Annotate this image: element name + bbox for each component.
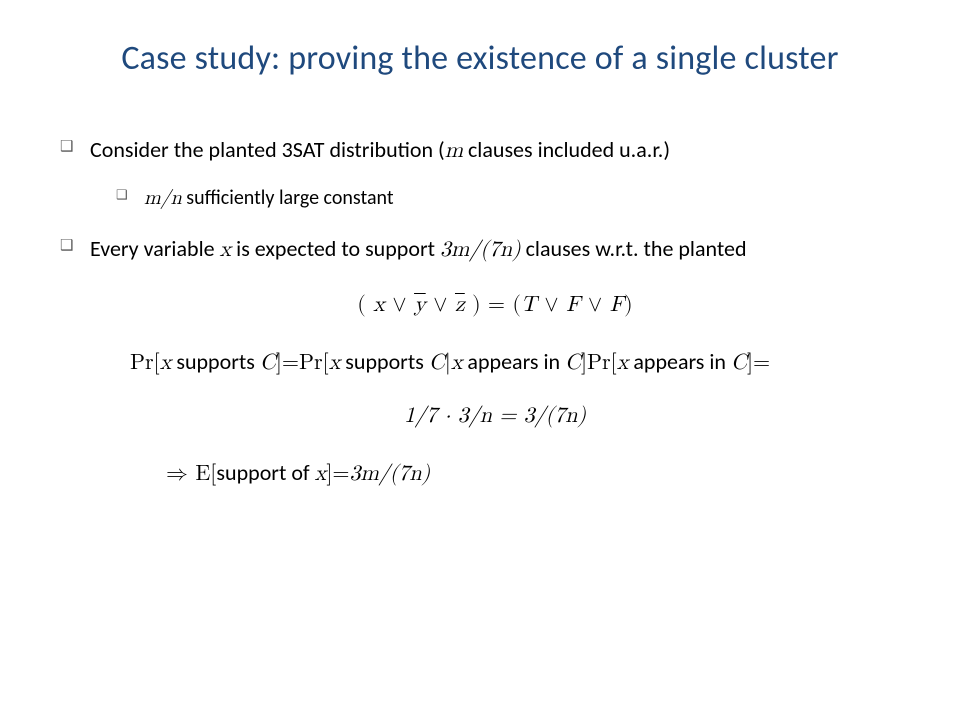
eq-T: T [521,294,537,316]
bullet-2-mid: is expected to support [231,235,440,262]
bullet-1a-mn: m/n [144,188,182,208]
eq-or2: ∨ [426,294,455,316]
imp-E: E[ [188,463,216,485]
bullet-2: Every variable x is expected to support … [60,234,900,266]
pr-x1: x [160,352,172,374]
pr6: ]Pr[ [581,352,617,374]
bullet-2-x: x [220,239,232,261]
bullet-1a-post: sufficiently large constant [182,186,394,210]
bullet-2-pre: Every variable [90,235,220,262]
pr-C3: C [565,352,581,374]
pr-C4: C [731,352,747,374]
imp-arrow: ⇒ [166,463,188,485]
bullet-1-text-post: clauses included u.a.r.) [463,136,670,163]
eq-F2: F [610,294,624,316]
imp-eq: ]= [326,463,349,485]
bullet-1: Consider the planted 3SAT distribution (… [60,135,900,212]
pr-x4: x [617,352,629,374]
pr1: Pr[ [130,352,160,374]
pr5: appears in [462,348,565,375]
eq-zbar: z [455,294,465,316]
bullet-1-m: m [445,140,463,162]
bullet-2-expr: 3m/(7n) [440,239,521,261]
bullet-1a: m/n sufficiently large constant [90,185,900,212]
clause-equation: ( x ∨ y ∨ z ) = (T ∨ F ∨ F) [90,287,900,324]
pr-C1: C [260,352,276,374]
pr-x2: x [329,352,341,374]
eq-ybar: y [414,294,426,316]
pr-x3: x [451,352,463,374]
implication-line: ⇒ E[support of x]=3m/(7n) [90,454,900,493]
pr3: ]=Pr[ [276,352,329,374]
calc-text: 1/7 · 3/n = 3/(7n) [404,405,586,427]
bullet-1-sublist: m/n sufficiently large constant [90,185,900,212]
pr8: ]= [747,352,770,374]
eq-or1: ∨ [385,294,414,316]
bullet-1-text-pre: Consider the planted 3SAT distribution ( [90,136,445,163]
eq-or4: ∨ [580,294,609,316]
pr-C2: C [429,352,445,374]
pr4: supports [340,348,428,375]
eq-F1: F [566,294,580,316]
slide: Case study: proving the existence of a s… [0,0,960,720]
eq-lp: ( [357,294,373,316]
pr7: appears in [628,348,731,375]
pr2: supports [171,348,259,375]
eq-x: x [373,294,385,316]
eq-or3: ∨ [537,294,566,316]
calc-line: 1/7 · 3/n = 3/(7n) [90,398,900,435]
bullet-2-post: clauses w.r.t. the planted [521,235,747,262]
imp-rhs: 3m/(7n) [349,463,430,485]
bullet-list: Consider the planted 3SAT distribution (… [60,135,900,265]
imp-x: x [315,463,327,485]
slide-title: Case study: proving the existence of a s… [60,38,900,79]
bullet-2-expr-val: 3m/(7n) [440,239,521,261]
eq-rp: ) = ( [465,294,521,316]
equation-block: ( x ∨ y ∨ z ) = (T ∨ F ∨ F) Pr[x support… [90,287,900,493]
eq-end: ) [624,294,633,316]
probability-line: Pr[x supports C]=Pr[x supports C|x appea… [90,343,900,382]
imp-text: support of [216,459,314,486]
